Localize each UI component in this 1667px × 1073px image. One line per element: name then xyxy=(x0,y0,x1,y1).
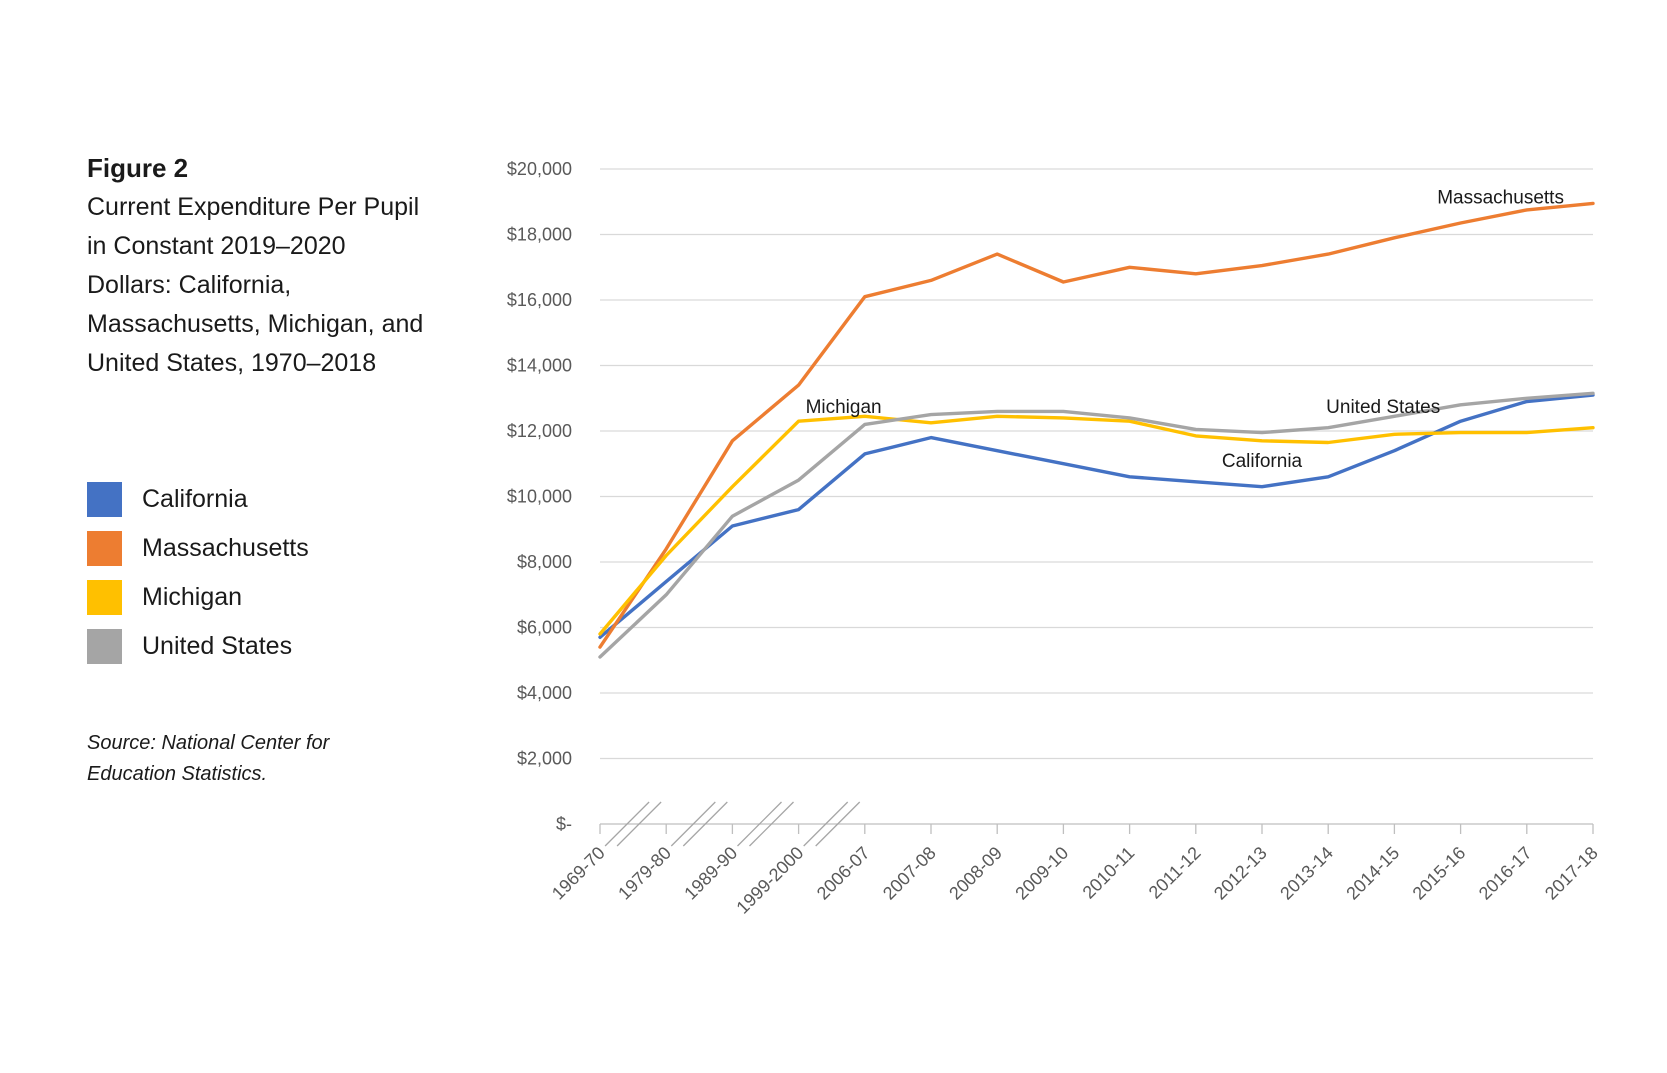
legend-swatch-united-states xyxy=(87,628,122,664)
gridlines xyxy=(600,168,1593,760)
legend: California Massachusetts Michigan United… xyxy=(87,481,427,677)
series-line-massachusetts xyxy=(598,201,1595,649)
legend-swatch-michigan xyxy=(87,579,122,615)
x-tick-label: 2007-08 xyxy=(879,843,940,904)
series-annotation: Massachusetts xyxy=(1437,187,1564,208)
legend-label-united-states: United States xyxy=(142,631,293,660)
series-line-united-states xyxy=(598,391,1595,659)
legend-swatch-massachusetts xyxy=(87,530,122,566)
legend-item-united-states: United States xyxy=(87,628,427,664)
axis-break-mark xyxy=(616,801,662,847)
legend-label-california: California xyxy=(142,484,248,513)
x-tick-label: 2014-15 xyxy=(1342,843,1403,904)
x-tick-label: 2012-13 xyxy=(1210,843,1271,904)
y-tick-label: $8,000 xyxy=(517,552,572,572)
axis-break-mark xyxy=(803,801,849,847)
x-tick-label: 2017-18 xyxy=(1541,843,1602,904)
x-tick-label: 2010-11 xyxy=(1079,843,1139,903)
series-annotation: United States xyxy=(1326,397,1440,418)
legend-item-california: California xyxy=(87,481,427,517)
axis-break-mark xyxy=(604,801,650,847)
x-tick-label: 1989-90 xyxy=(680,843,741,904)
x-tick-label: 2008-09 xyxy=(945,843,1006,904)
x-tick-label: 2006-07 xyxy=(813,843,874,904)
y-tick-label: $6,000 xyxy=(517,618,572,638)
y-tick-label: $12,000 xyxy=(507,421,572,441)
x-tick-label: 1999-2000 xyxy=(732,843,807,918)
legend-label-michigan: Michigan xyxy=(142,582,243,611)
y-tick-label: $- xyxy=(556,814,572,834)
series-annotation: California xyxy=(1222,451,1303,472)
legend-swatch-california xyxy=(87,481,122,517)
y-tick-label: $16,000 xyxy=(507,290,572,310)
y-tick-label: $2,000 xyxy=(517,749,572,769)
figure-title: Current Expenditure Per Pupil in Constan… xyxy=(87,193,424,377)
y-tick-label: $20,000 xyxy=(507,159,572,179)
x-tick-label: 1969-70 xyxy=(548,843,609,904)
axis-break-mark xyxy=(737,801,782,847)
axis-break-mark xyxy=(682,801,728,847)
x-tick-label: 2011-12 xyxy=(1145,843,1205,903)
x-tick-label: 2016-17 xyxy=(1475,843,1536,904)
series-annotation: Michigan xyxy=(806,397,882,418)
legend-item-massachusetts: Massachusetts xyxy=(87,530,427,566)
x-tick-label: 1979-80 xyxy=(614,843,675,904)
axis-break-mark xyxy=(815,801,861,847)
legend-label-massachusetts: Massachusetts xyxy=(142,533,309,562)
x-tick-label: 2009-10 xyxy=(1011,843,1072,904)
axis-break-mark xyxy=(749,801,794,847)
series-lines xyxy=(598,201,1595,659)
source-note: Source: National Center for Education St… xyxy=(87,732,330,785)
annotations: Massachusetts Michigan United States Califo… xyxy=(806,187,1564,472)
y-tick-label: $4,000 xyxy=(517,683,572,703)
series-line-michigan xyxy=(598,414,1595,636)
y-tick-label: $18,000 xyxy=(507,225,572,245)
axis-break-mark xyxy=(670,801,716,847)
x-tick-label: 2015-16 xyxy=(1409,843,1470,904)
legend-item-michigan: Michigan xyxy=(87,579,427,615)
x-tick-label: 2013-14 xyxy=(1276,843,1337,904)
figure-caption: Figure 2 Current Expenditure Per Pupil i… xyxy=(87,150,427,383)
series-line-california xyxy=(598,393,1595,639)
y-tick-label: $14,000 xyxy=(507,356,572,376)
y-tick-label: $10,000 xyxy=(507,487,572,507)
figure-label: Figure 2 xyxy=(87,153,189,183)
